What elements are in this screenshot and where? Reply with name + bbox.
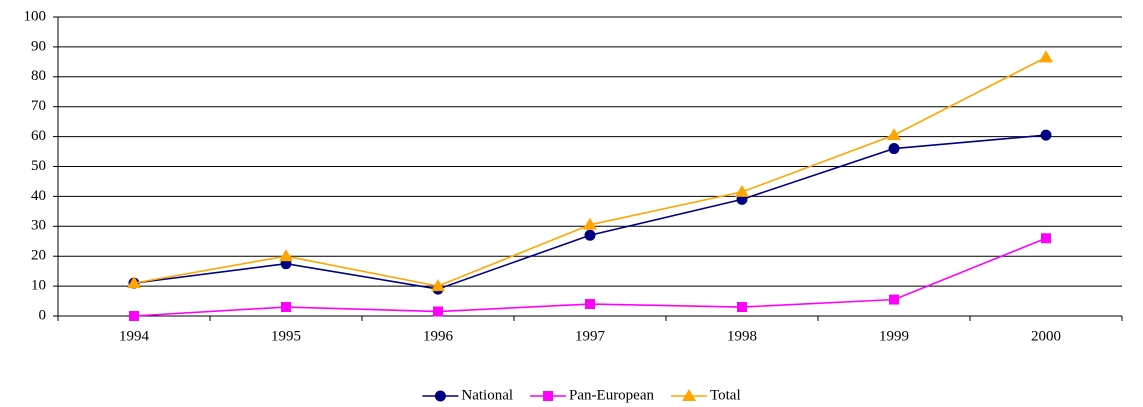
y-tick-label: 10 [31,278,46,294]
x-tick-label: 1998 [727,328,757,344]
y-tick-label: 0 [39,307,47,323]
legend-marker [543,391,554,401]
y-tick-label: 40 [31,188,46,204]
legend-marker [434,390,446,402]
marker [431,279,445,292]
x-tick-label: 1996 [423,328,454,344]
legend-label: National [461,387,513,403]
legend-label: Total [710,387,741,403]
marker [281,302,291,313]
marker [888,143,900,155]
marker [129,311,139,321]
marker [735,184,749,197]
y-tick-label: 100 [24,8,47,24]
x-tick-label: 2000 [1031,328,1061,344]
y-tick-label: 50 [31,158,46,174]
marker [887,128,901,141]
legend-marker [682,389,697,401]
y-tick-label: 80 [31,68,46,84]
y-tick-label: 90 [31,38,46,54]
x-tick-label: 1999 [879,328,909,344]
y-tick-label: 70 [31,98,46,114]
y-tick-label: 20 [31,248,46,264]
legend-label: Pan-European [569,387,654,403]
x-tick-label: 1994 [119,328,150,344]
marker [127,276,141,289]
marker [1041,233,1051,244]
marker [737,302,747,313]
x-tick-label: 1997 [575,328,606,344]
marker [1039,50,1053,63]
series-line [133,56,1047,287]
marker [1040,129,1052,141]
y-tick-label: 60 [31,128,46,144]
y-tick-label: 30 [31,218,46,234]
marker [433,306,443,317]
marker [584,229,596,241]
marker [583,217,597,230]
marker [585,299,595,310]
series-line [133,134,1047,290]
marker [889,294,899,305]
x-tick-label: 1995 [271,328,301,344]
marker [279,249,293,262]
